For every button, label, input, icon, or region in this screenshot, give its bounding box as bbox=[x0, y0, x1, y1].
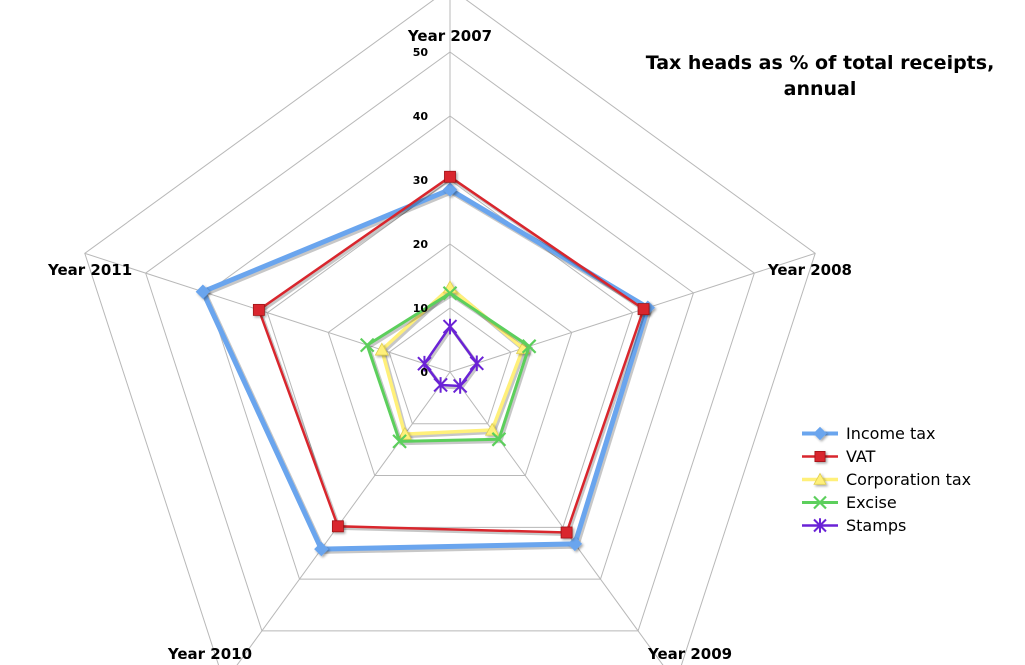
data-point bbox=[314, 541, 329, 557]
tick-label: 40 bbox=[413, 110, 429, 123]
data-point bbox=[444, 170, 456, 183]
category-label: Year 2007 bbox=[407, 27, 492, 45]
legend-marker bbox=[813, 426, 827, 441]
data-point bbox=[521, 339, 537, 354]
legend-swatch bbox=[802, 495, 838, 510]
legend-item-vat: VAT bbox=[800, 445, 1020, 468]
legend-swatch bbox=[802, 518, 838, 533]
data-point bbox=[359, 337, 375, 353]
grid-ring bbox=[266, 179, 634, 528]
series-line bbox=[365, 291, 531, 443]
radial-tick-labels: 0 10 20 30 40 50 bbox=[413, 46, 429, 379]
tick-label: 30 bbox=[413, 174, 429, 187]
data-point bbox=[484, 422, 500, 436]
data-point bbox=[567, 536, 583, 552]
data-point bbox=[433, 377, 448, 393]
grid-ring bbox=[388, 307, 512, 425]
category-label: Year 2009 bbox=[647, 645, 732, 663]
data-point bbox=[442, 182, 458, 197]
series-shadow bbox=[258, 176, 648, 537]
series-line bbox=[422, 324, 479, 388]
legend-marker bbox=[813, 495, 827, 510]
category-axis-labels: Year 2007 Year 2008 Year 2009 Year 2010 Year… bbox=[47, 27, 852, 663]
legend-label: Income tax bbox=[846, 424, 936, 443]
grid-ring bbox=[205, 115, 695, 580]
data-point bbox=[331, 520, 344, 533]
legend-swatch bbox=[802, 472, 838, 485]
legend-item-corporation-tax: Corporation tax bbox=[800, 468, 1020, 491]
legend-marker bbox=[813, 518, 827, 533]
radar-series bbox=[195, 170, 656, 557]
data-point bbox=[252, 303, 265, 316]
data-point bbox=[452, 378, 468, 394]
grid-ring bbox=[84, 0, 816, 665]
series-excise bbox=[359, 286, 537, 449]
grid-ring bbox=[327, 243, 573, 477]
legend-marker bbox=[814, 451, 826, 462]
data-point bbox=[442, 318, 458, 335]
tick-label: 10 bbox=[413, 302, 429, 315]
legend-label: Stamps bbox=[846, 516, 907, 535]
tick-label: 0 bbox=[420, 366, 428, 379]
data-point bbox=[392, 434, 407, 449]
data-point bbox=[442, 286, 458, 301]
grid-spoke bbox=[84, 252, 451, 373]
legend-marker bbox=[813, 472, 827, 485]
grid-spoke bbox=[449, 252, 816, 373]
category-label: Year 2008 bbox=[767, 261, 852, 279]
data-point bbox=[195, 284, 211, 299]
radar-grid bbox=[84, 0, 816, 665]
data-point bbox=[560, 526, 573, 539]
grid-ring bbox=[145, 51, 755, 632]
grid-spoke bbox=[449, 371, 664, 665]
data-point bbox=[637, 303, 650, 316]
tick-label: 50 bbox=[413, 46, 429, 59]
legend: Income tax VAT Corporation tax Excise Stamps bbox=[800, 422, 1020, 537]
category-label: Year 2011 bbox=[47, 261, 132, 279]
legend-item-excise: Excise bbox=[800, 491, 1020, 514]
chart-title: Tax heads as % of total receipts, annual bbox=[645, 52, 995, 100]
legend-item-income-tax: Income tax bbox=[800, 422, 1020, 445]
data-point bbox=[417, 355, 432, 372]
legend-label: Excise bbox=[846, 493, 897, 512]
series-stamps bbox=[417, 318, 484, 394]
legend-swatch bbox=[802, 426, 838, 441]
legend-item-stamps: Stamps bbox=[800, 514, 1020, 537]
series-line bbox=[379, 285, 526, 436]
series-vat bbox=[252, 170, 650, 539]
data-point bbox=[374, 342, 390, 356]
legend-label: Corporation tax bbox=[846, 470, 972, 489]
legend-label: VAT bbox=[846, 447, 876, 466]
data-point bbox=[397, 426, 413, 440]
data-point bbox=[442, 280, 458, 294]
tick-label: 20 bbox=[413, 238, 429, 251]
data-point bbox=[469, 355, 484, 372]
series-line bbox=[257, 175, 646, 534]
legend-swatch bbox=[802, 451, 838, 462]
data-point bbox=[491, 432, 507, 447]
category-label: Year 2010 bbox=[167, 645, 252, 663]
